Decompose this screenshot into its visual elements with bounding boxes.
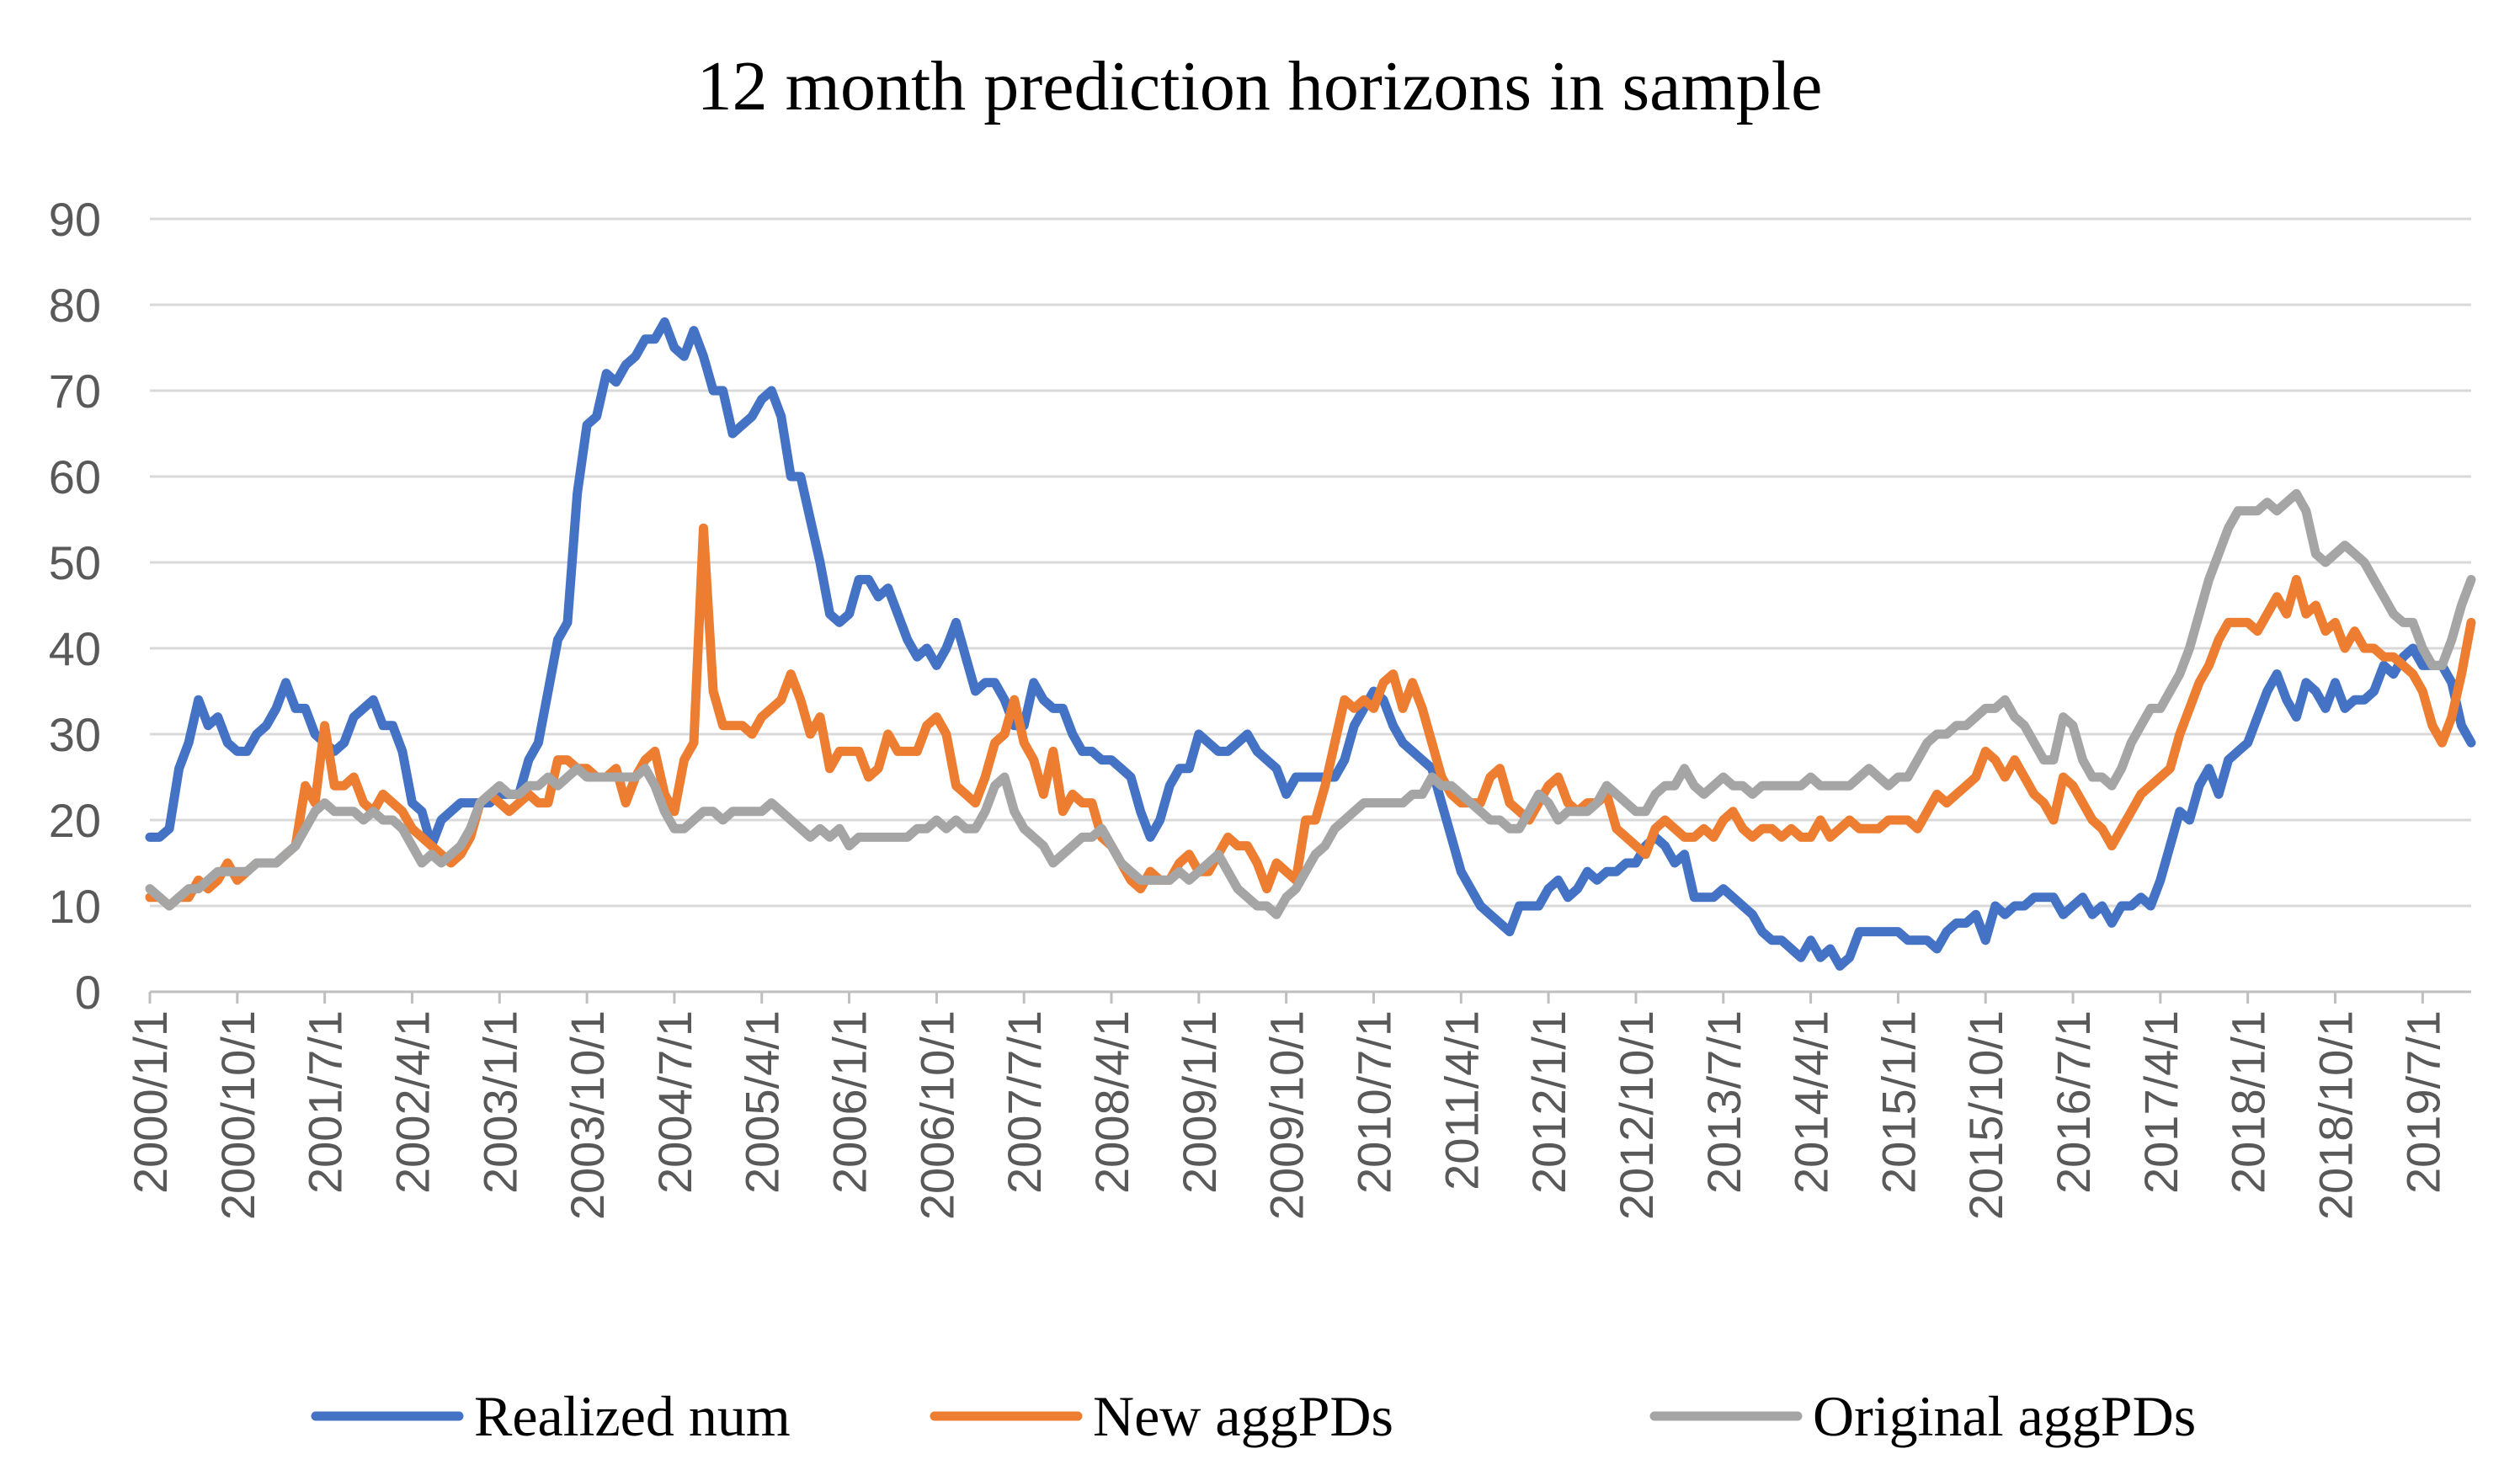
- x-tick-label: 2001/7/1: [299, 1010, 352, 1194]
- y-tick-label: 60: [49, 450, 101, 503]
- series-lines: [145, 317, 2476, 971]
- x-tick-label: 2016/7/1: [2047, 1010, 2100, 1194]
- y-axis-tick-labels: 0 10 20 30 40 50 60 70 80 90: [49, 193, 101, 1019]
- series-line-realized-num: [145, 317, 2476, 971]
- x-tick-label: 2006/1/1: [823, 1010, 876, 1194]
- y-tick-label: 30: [49, 708, 101, 761]
- x-tick-label: 2012/1/1: [1522, 1010, 1575, 1194]
- x-tick-label: 2005/4/1: [736, 1010, 789, 1194]
- x-tick-label: 2013/7/1: [1697, 1010, 1750, 1194]
- x-tick-label: 2004/7/1: [648, 1010, 701, 1194]
- y-tick-label: 90: [49, 193, 101, 246]
- x-tick-label: 2012/10/1: [1610, 1010, 1663, 1220]
- series-line-new-aggpds: [145, 523, 2476, 911]
- x-tick-label: 2017/4/1: [2134, 1010, 2187, 1194]
- x-tick-label: 2000/10/1: [211, 1010, 264, 1220]
- x-tick-label: 2019/7/1: [2396, 1010, 2449, 1194]
- x-tick-label: 2002/4/1: [386, 1010, 439, 1194]
- y-tick-label: 0: [75, 966, 101, 1019]
- x-tick-label: 2014/4/1: [1785, 1010, 1838, 1194]
- y-tick-label: 50: [49, 536, 101, 589]
- x-tick-label: 2008/4/1: [1085, 1010, 1138, 1194]
- x-tick-label: 2015/1/1: [1872, 1010, 1925, 1194]
- chart-title: 12 month prediction horizons in sample: [697, 47, 1823, 125]
- x-tick-label: 2009/1/1: [1173, 1010, 1226, 1194]
- x-tick-label: 2018/10/1: [2310, 1010, 2363, 1220]
- x-tick-label: 2015/10/1: [1959, 1010, 2012, 1220]
- x-axis-tick-labels: 2000/1/1 2000/10/1 2001/7/1 2002/4/1 2003/1/…: [124, 992, 2449, 1220]
- legend-label: Original aggPDs: [1813, 1384, 2196, 1448]
- x-tick-label: 2003/1/1: [473, 1010, 526, 1194]
- x-tick-label: 2009/10/1: [1260, 1010, 1313, 1220]
- x-tick-label: 2003/10/1: [561, 1010, 614, 1220]
- x-tick-label: 2006/10/1: [910, 1010, 963, 1220]
- y-tick-label: 10: [49, 880, 101, 933]
- legend-label: New aggPDs: [1093, 1384, 1393, 1448]
- y-tick-label: 40: [49, 622, 101, 675]
- x-tick-label: 2010/7/1: [1347, 1010, 1400, 1194]
- x-tick-label: 2011/4/1: [1435, 1010, 1488, 1190]
- x-tick-label: 2018/1/1: [2222, 1010, 2275, 1194]
- legend-label: Realized num: [474, 1384, 791, 1448]
- legend: Realized num New aggPDs Original aggPDs: [311, 1384, 2196, 1448]
- x-tick-label: 2000/1/1: [124, 1010, 177, 1194]
- y-tick-label: 20: [49, 794, 101, 847]
- x-tick-label: 2007/7/1: [998, 1010, 1051, 1194]
- y-tick-label: 80: [49, 279, 101, 332]
- series-line-original-aggpds: [145, 488, 2476, 919]
- y-tick-label: 70: [49, 365, 101, 418]
